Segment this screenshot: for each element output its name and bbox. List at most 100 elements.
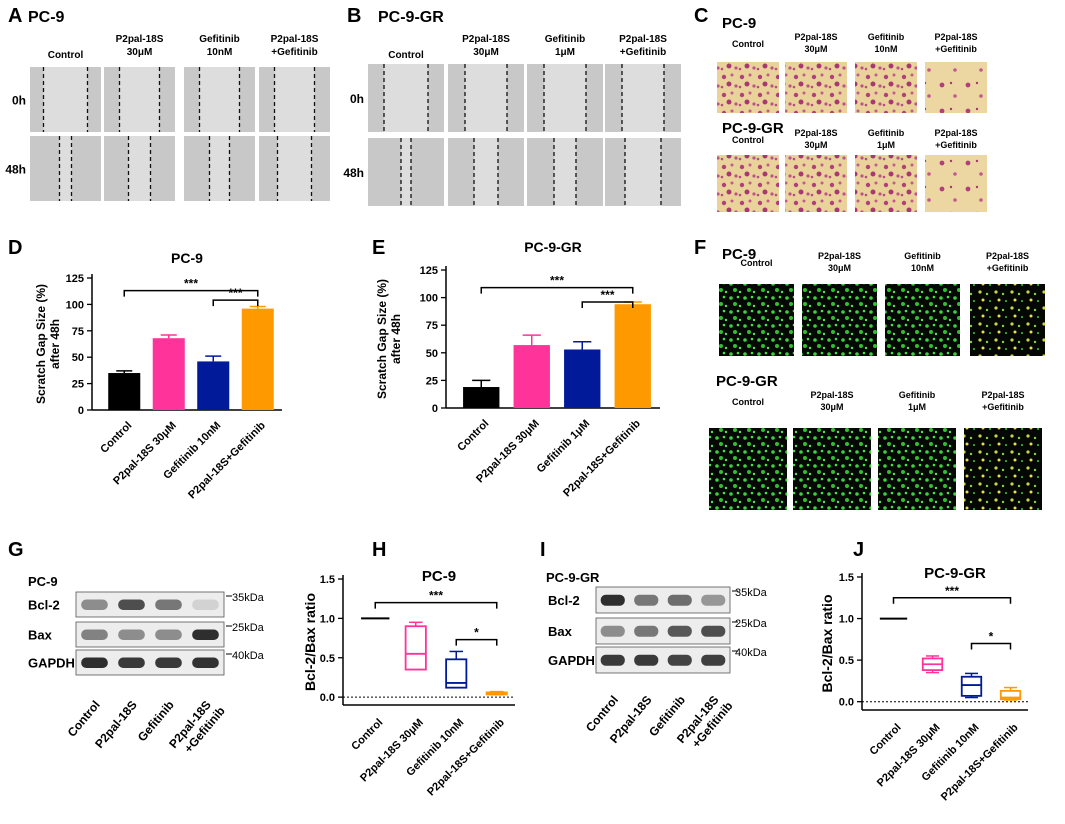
column-label: P2pal-18S — [271, 34, 319, 45]
column-label: P2pal-18S — [794, 128, 837, 138]
blot-row-label-gapdh: GAPDH — [548, 653, 595, 668]
scratch-gap — [401, 138, 411, 206]
marker-label: 40kDa — [232, 650, 265, 662]
micrograph — [785, 62, 847, 113]
y-tick-label: 25 — [72, 379, 84, 391]
blot-row-label-bcl-2: Bcl-2 — [548, 593, 580, 608]
row-label-0h: 0h — [350, 92, 364, 106]
blot-band — [192, 599, 219, 610]
column-label: Control — [732, 397, 764, 407]
blot-band — [81, 657, 108, 668]
box — [999, 689, 1022, 701]
blot-row-label-bax: Bax — [28, 628, 53, 643]
x-tick-label: P2pal-18S+Gefitinib — [186, 419, 268, 501]
micrograph — [709, 428, 787, 510]
scratch-gap — [119, 67, 160, 132]
panel-letter-b: B — [347, 5, 361, 27]
chart-title: PC-9-GR — [924, 565, 986, 582]
panel-letter-j: J — [853, 539, 864, 561]
significance-bracket — [581, 301, 634, 309]
column-label: 1μM — [877, 140, 895, 150]
image-layer — [30, 62, 1045, 676]
micrograph — [970, 284, 1045, 356]
x-tick-label: Control — [867, 722, 903, 758]
significance-label: *** — [184, 277, 198, 291]
y-tick-label: 1.0 — [839, 614, 854, 626]
blot-band — [600, 654, 625, 666]
significance-bracket — [480, 286, 634, 294]
panel-letter-f: F — [694, 237, 706, 259]
panel-title: PC-9-GR — [716, 373, 778, 390]
column-label: Gefitinib — [199, 34, 240, 45]
micrograph — [793, 428, 871, 510]
column-label: 10nM — [207, 47, 233, 58]
significance-label: *** — [429, 589, 443, 603]
column-label: 30μM — [804, 140, 827, 150]
scratch-gap — [59, 136, 72, 201]
column-label: Gefitinib — [899, 390, 936, 400]
y-axis-label: after 48h — [48, 319, 62, 369]
blot-row-label-gapdh: GAPDH — [28, 656, 75, 671]
column-label: 30μM — [828, 263, 851, 273]
column-label: +Gefitinib — [935, 140, 977, 150]
column-label: P2pal-18S — [818, 251, 861, 261]
column-label: Control — [732, 135, 764, 145]
micrograph — [717, 62, 779, 113]
panel-letter-g: G — [8, 539, 24, 561]
bar — [197, 361, 230, 410]
y-axis-label: Bcl-2/Bax ratio — [302, 593, 318, 691]
significance-label: * — [474, 626, 479, 640]
y-tick-label: 50 — [426, 348, 438, 360]
micrograph — [964, 428, 1042, 510]
panel-letter-d: D — [8, 237, 22, 259]
blot-band — [81, 629, 108, 640]
blot-band — [634, 594, 659, 606]
blot-band — [81, 599, 108, 610]
y-tick-label: 25 — [426, 375, 438, 387]
scratch-gap — [622, 64, 664, 132]
x-tick-label: Control — [455, 418, 491, 454]
y-tick-label: 125 — [420, 265, 438, 277]
column-label: 10nM — [874, 44, 897, 54]
blot-band — [118, 629, 145, 640]
panel-letter-a: A — [8, 5, 22, 27]
column-label: P2pal-18S — [810, 390, 853, 400]
y-tick-label: 0.5 — [839, 655, 854, 667]
marker-label: 25kDa — [232, 622, 265, 634]
column-label: Control — [732, 39, 764, 49]
box — [960, 675, 983, 697]
scratch-gap — [474, 138, 498, 206]
column-label: 30μM — [127, 47, 153, 58]
column-label: P2pal-18S — [981, 390, 1024, 400]
significance-label: *** — [945, 584, 959, 598]
blot-band — [155, 599, 182, 610]
y-tick-label: 125 — [66, 273, 84, 285]
column-label: P2pal-18S — [462, 34, 510, 45]
panel-B-title: PC-9-GR — [378, 9, 444, 26]
y-tick-label: 0 — [78, 405, 84, 417]
column-label: P2pal-18S — [116, 34, 164, 45]
column-label: 30μM — [804, 44, 827, 54]
column-label: +Gefitinib — [982, 402, 1024, 412]
significance-bracket — [455, 638, 498, 646]
x-tick-label: Control — [98, 420, 134, 456]
scratch-gap — [544, 64, 586, 132]
column-label: Gefitinib — [868, 128, 905, 138]
box — [445, 658, 468, 689]
y-tick-label: 50 — [72, 352, 84, 364]
micrograph — [885, 284, 960, 356]
blot-band — [600, 625, 625, 637]
micrograph — [802, 284, 877, 356]
bar — [463, 387, 500, 408]
blot-band — [634, 625, 659, 637]
bar — [241, 308, 274, 410]
lane-label: Control — [65, 698, 103, 740]
micrograph — [855, 62, 917, 113]
column-label: P2pal-18S — [794, 32, 837, 42]
y-axis-label: Bcl-2/Bax ratio — [819, 594, 835, 692]
significance-bracket — [123, 289, 259, 297]
blot-band — [634, 654, 659, 666]
chart-title: PC-9 — [422, 568, 456, 585]
